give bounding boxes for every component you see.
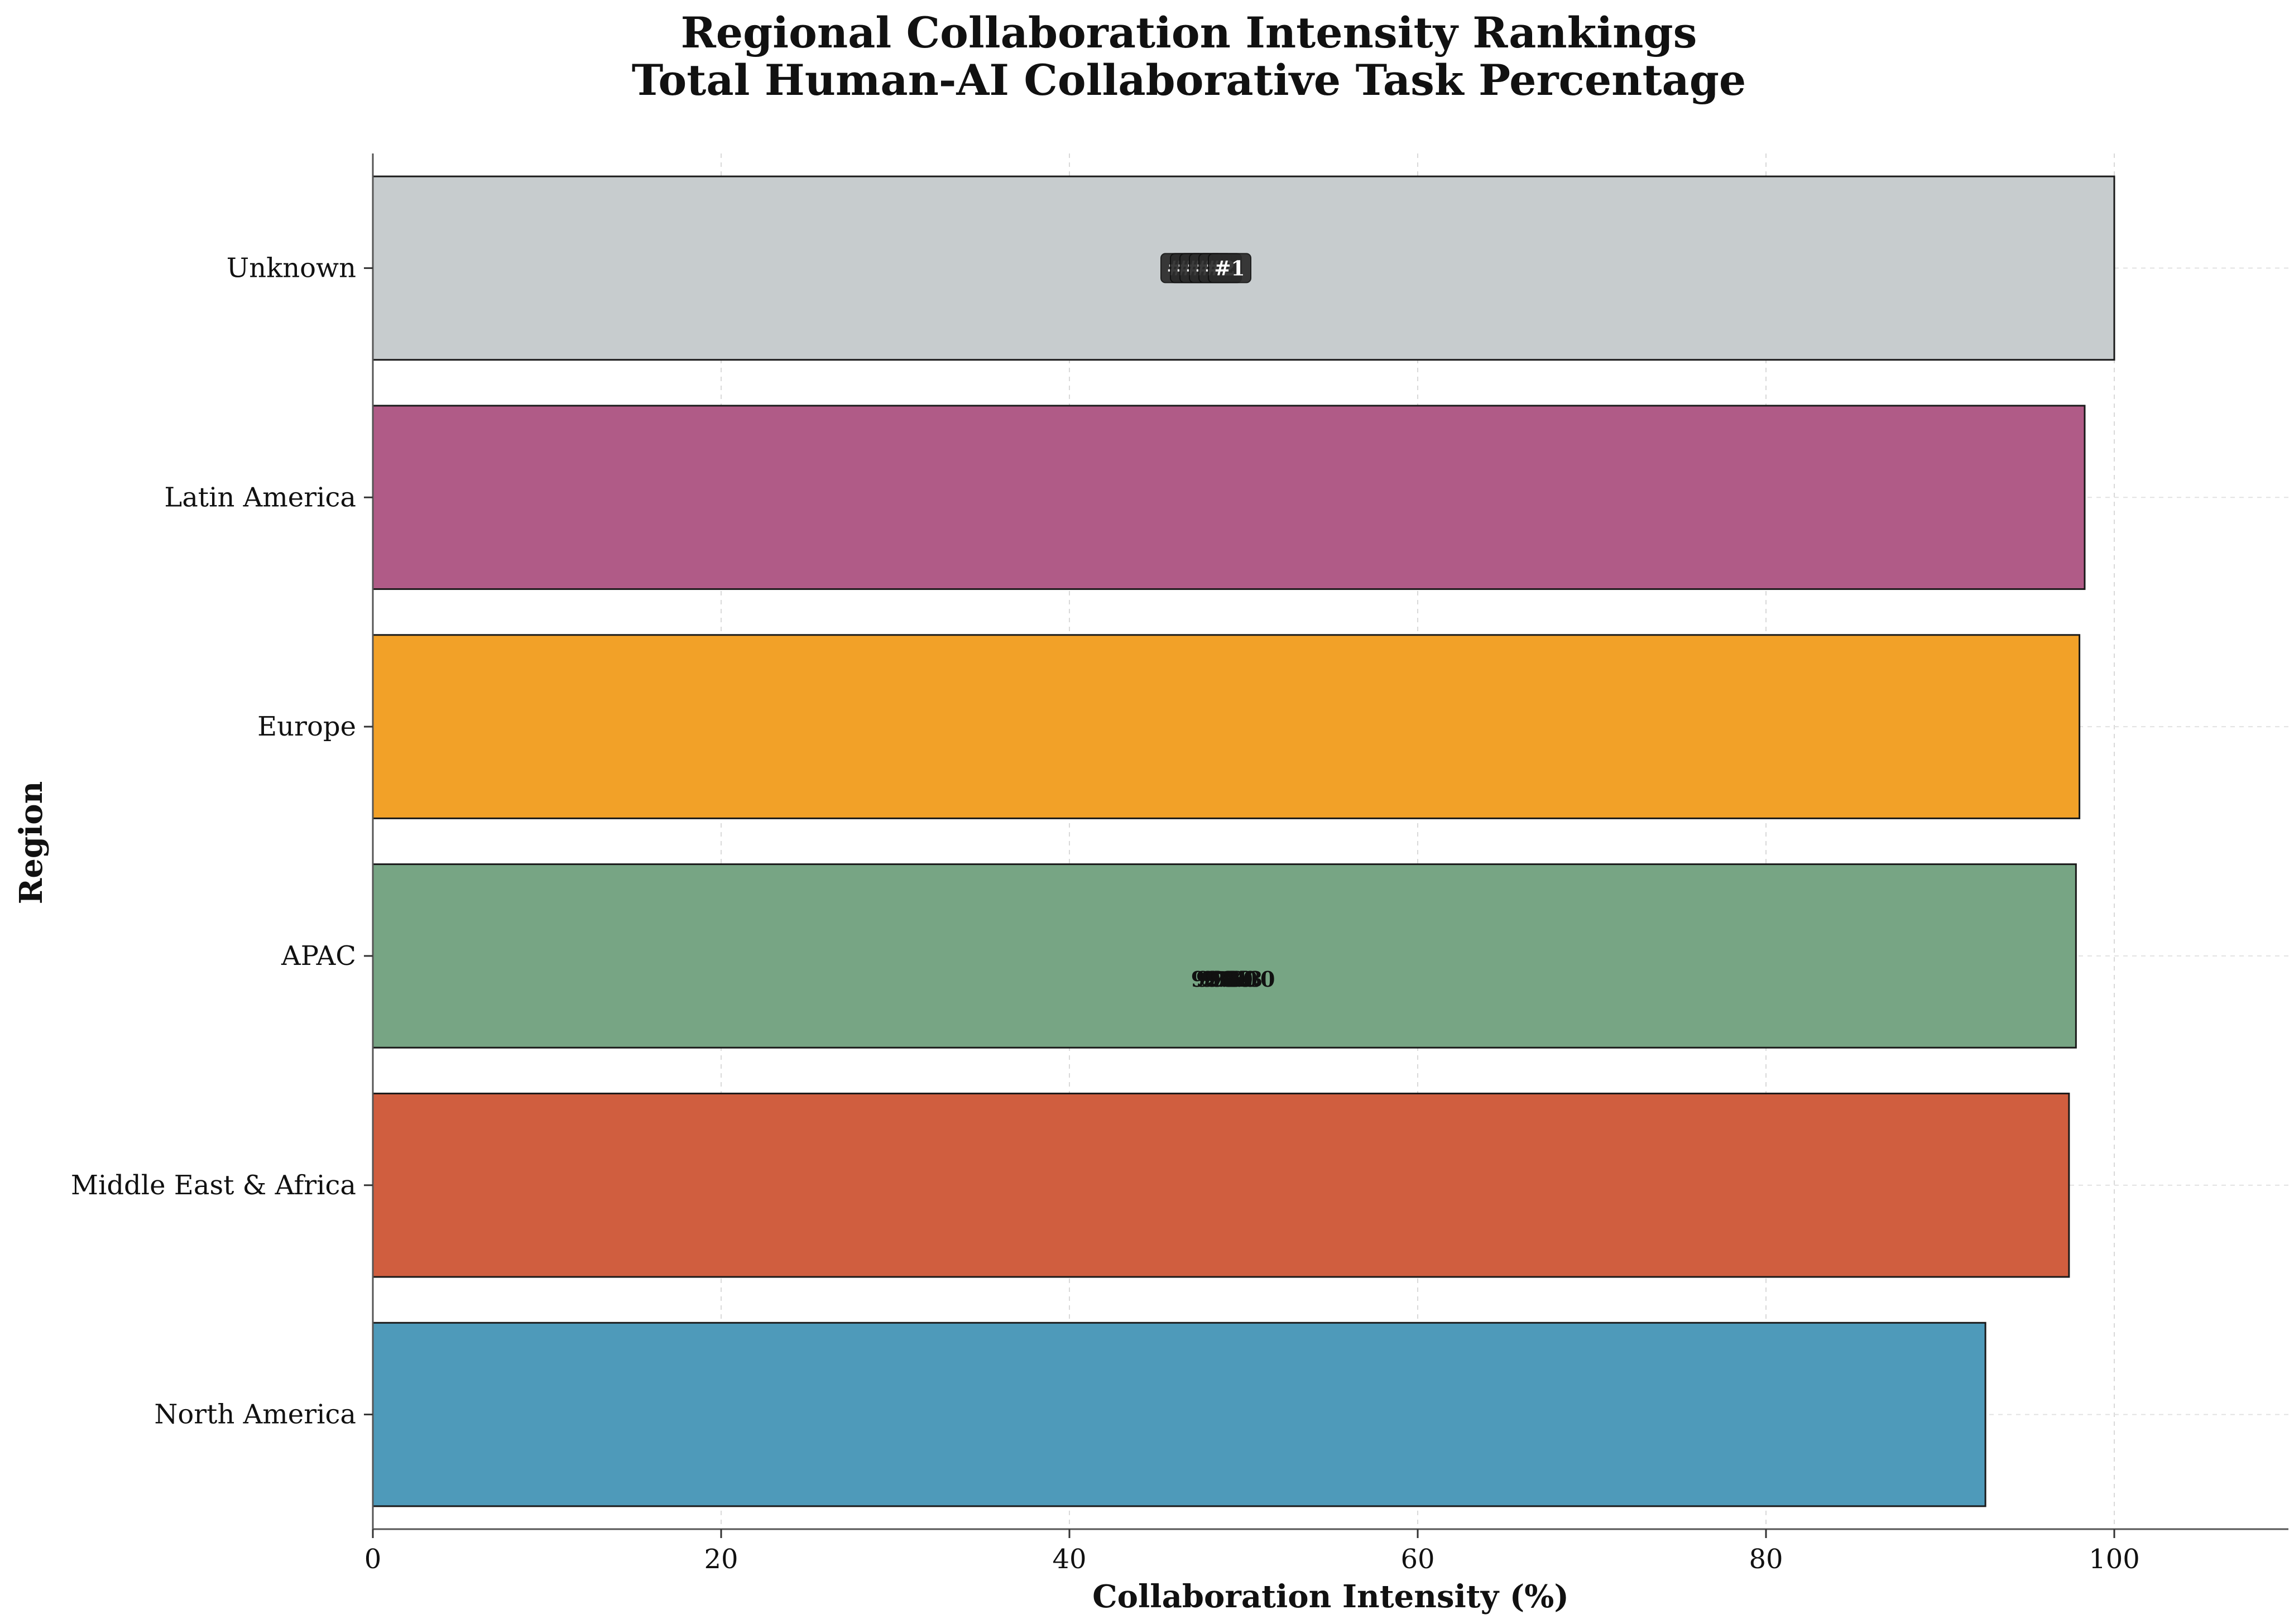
x-axis-label: Collaboration Intensity (%) — [1092, 1578, 1569, 1615]
bars — [372, 175, 2115, 1507]
y-tick-label: APAC — [281, 940, 356, 972]
x-tick-label: 60 — [1400, 1544, 1434, 1575]
x-tick-label: 100 — [2089, 1544, 2140, 1575]
y-tick-label: Unknown — [227, 252, 356, 284]
value-label: 97.8 — [1201, 967, 1253, 992]
x-tick-label: 40 — [1052, 1544, 1086, 1575]
bar-north-america — [372, 1322, 1986, 1507]
value-label: 98.0 — [1206, 967, 1258, 992]
bar-europe — [372, 634, 2081, 819]
y-tick-label: Latin America — [164, 482, 356, 513]
axes: 0 20 40 60 80 100 North America Middle East & A… — [71, 153, 2288, 1575]
chart-title: Regional Collaboration Intensity Ranking… — [681, 8, 1697, 57]
x-tick-label: 0 — [364, 1544, 382, 1575]
y-tick-label: North America — [154, 1399, 356, 1430]
x-tick-label: 80 — [1749, 1544, 1783, 1575]
value-label: 97.4 — [1196, 967, 1248, 992]
chart-subtitle: Total Human-AI Collaborative Task Percen… — [632, 55, 1746, 105]
value-label: 92.6 — [1191, 967, 1243, 992]
x-tick-label: 20 — [704, 1544, 738, 1575]
y-tick-label: Middle East & Africa — [71, 1170, 356, 1201]
bar-latin-america — [372, 405, 2086, 590]
y-axis-label: Region — [13, 781, 50, 905]
bar-apac — [372, 863, 2077, 1049]
rank-badge — [1208, 253, 1251, 284]
value-label: 100.0 — [1209, 967, 1275, 992]
bar-middle-east-africa — [372, 1092, 2070, 1278]
rank-label: #1 — [1214, 257, 1245, 280]
value-label: 98.3 — [1211, 967, 1263, 992]
y-tick-label: Europe — [257, 711, 356, 742]
